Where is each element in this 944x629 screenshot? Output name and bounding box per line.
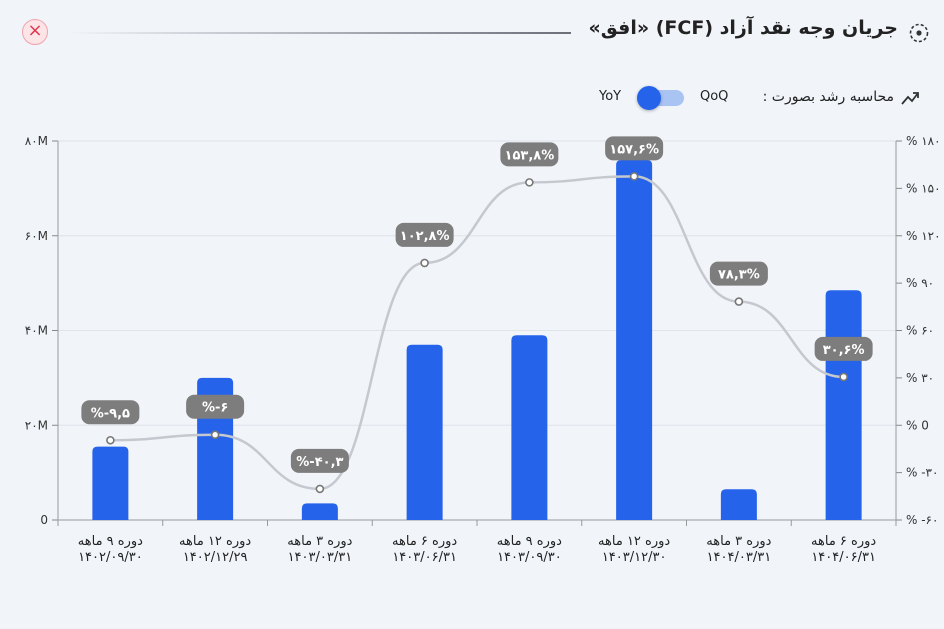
growth-label-badge xyxy=(709,261,768,286)
left-axis-tick-label: 0 xyxy=(40,513,48,527)
chart-header: × جریان وجه نقد آزاد (FCF) «افق» xyxy=(0,0,944,64)
x-axis-category-date: ۱۴۰۴/۰۶/۳۱ xyxy=(811,550,876,565)
growth-data-label: ۱۵۷,۶% xyxy=(609,142,659,157)
fcf-bar xyxy=(92,446,129,520)
growth-label-badge xyxy=(81,400,140,425)
x-axis-category-date: ۱۴۰۳/۰۳/۳۱ xyxy=(288,550,353,565)
growth-label-badge xyxy=(186,394,245,419)
x-axis-category-label: دوره ۶ ماهه xyxy=(392,534,457,549)
fcf-bar xyxy=(616,159,653,520)
switch-knob[interactable] xyxy=(637,86,661,110)
right-axis-tick-label: % ۳۰ xyxy=(906,371,934,385)
right-axis-tick-label: % ۹۰ xyxy=(906,276,934,290)
growth-point xyxy=(315,484,325,494)
growth-data-label: %-۴۰,۳ xyxy=(296,455,343,470)
fcf-bar xyxy=(825,290,862,520)
growth-point xyxy=(734,297,744,306)
trending-up-icon xyxy=(901,92,919,105)
growth-line xyxy=(110,175,844,491)
growth-label-badge xyxy=(395,222,454,247)
growth-data-label: ۷۸,۳% xyxy=(718,268,760,283)
growth-point xyxy=(629,172,639,181)
x-axis-category-date: ۱۴۰۲/۱۲/۲۹ xyxy=(183,550,248,565)
growth-point xyxy=(420,258,429,268)
x-axis-category-label: دوره ۱۲ ماهه xyxy=(179,534,251,549)
fcf-bar xyxy=(720,489,757,520)
growth-label-badge xyxy=(290,448,349,473)
left-axis-tick-label: ۸۰M xyxy=(25,134,48,148)
growth-data-label: ۳۰,۶% xyxy=(823,343,865,358)
qoq-label[interactable]: QoQ xyxy=(700,89,729,104)
growth-label-badge xyxy=(814,336,873,361)
fcf-bar xyxy=(301,503,338,520)
x-axis-category-date: ۱۴۰۳/۱۲/۳۰ xyxy=(602,550,667,565)
growth-mode-switch[interactable] xyxy=(637,86,684,110)
right-axis-tick-label: % ۱۵۰ xyxy=(906,181,941,195)
left-axis-tick-label: ۲۰M xyxy=(25,418,48,432)
left-axis-tick-label: ۶۰M xyxy=(25,229,48,243)
right-axis-tick-label: % -۳۰ xyxy=(906,466,938,480)
growth-point xyxy=(525,178,534,187)
x-axis-category-date: ۱۴۰۳/۰۶/۳۱ xyxy=(392,550,457,565)
x-axis-category-label: دوره ۳ ماهه xyxy=(287,534,352,549)
x-axis-category-date: ۱۴۰۳/۰۹/۳۰ xyxy=(497,550,562,565)
x-axis-category-date: ۱۴۰۴/۰۳/۳۱ xyxy=(707,550,772,565)
right-axis-tick-label: % 0 xyxy=(906,418,929,432)
fcf-chart: 0 ۲۰M ۴۰M ۶۰M ۸۰M % -۶۰ % -۳۰ % 0 % ۳۰ % ۶۰ % ۹۰ % … xyxy=(25,134,941,565)
growth-data-label: ۱۰۲,۸% xyxy=(400,229,450,244)
growth-point xyxy=(210,430,220,440)
growth-point xyxy=(839,372,848,382)
close-button[interactable]: × xyxy=(22,19,48,45)
yoy-label[interactable]: YoY xyxy=(599,89,622,104)
right-axis-tick-label: % ۱۲۰ xyxy=(906,229,941,243)
fcf-bar xyxy=(406,344,443,520)
growth-point xyxy=(106,435,115,445)
growth-data-label: %-۹,۵ xyxy=(91,406,130,421)
x-axis-category-label: دوره ۱۲ ماهه xyxy=(598,534,670,549)
growth-toggle-row: محاسبه رشد بصورت : QoQ YoY xyxy=(590,84,930,112)
chart-title: جریان وجه نقد آزاد (FCF) «افق» xyxy=(588,17,898,39)
growth-data-label: %-۶ xyxy=(202,401,228,416)
x-axis-category-label: دوره ۹ ماهه xyxy=(497,534,562,549)
growth-mode-label: محاسبه رشد بصورت : xyxy=(762,89,894,105)
x-axis-category-label: دوره ۳ ماهه xyxy=(706,534,771,549)
growth-label-badge xyxy=(605,136,664,161)
target-icon xyxy=(909,23,929,43)
right-axis-tick-label: % -۶۰ xyxy=(906,513,938,527)
left-axis-tick-label: ۴۰M xyxy=(25,324,48,338)
x-axis-category-date: ۱۴۰۲/۰۹/۳۰ xyxy=(78,550,143,565)
fcf-bar xyxy=(511,335,548,520)
growth-label-badge xyxy=(500,142,559,167)
growth-data-label: ۱۵۳,۸% xyxy=(505,148,555,163)
right-axis-tick-label: % ۶۰ xyxy=(906,324,934,338)
right-axis-tick-label: % ۱۸۰ xyxy=(906,134,941,148)
header-divider xyxy=(66,32,571,34)
x-axis-category-label: دوره ۹ ماهه xyxy=(78,534,143,549)
x-axis-category-label: دوره ۶ ماهه xyxy=(811,534,876,549)
